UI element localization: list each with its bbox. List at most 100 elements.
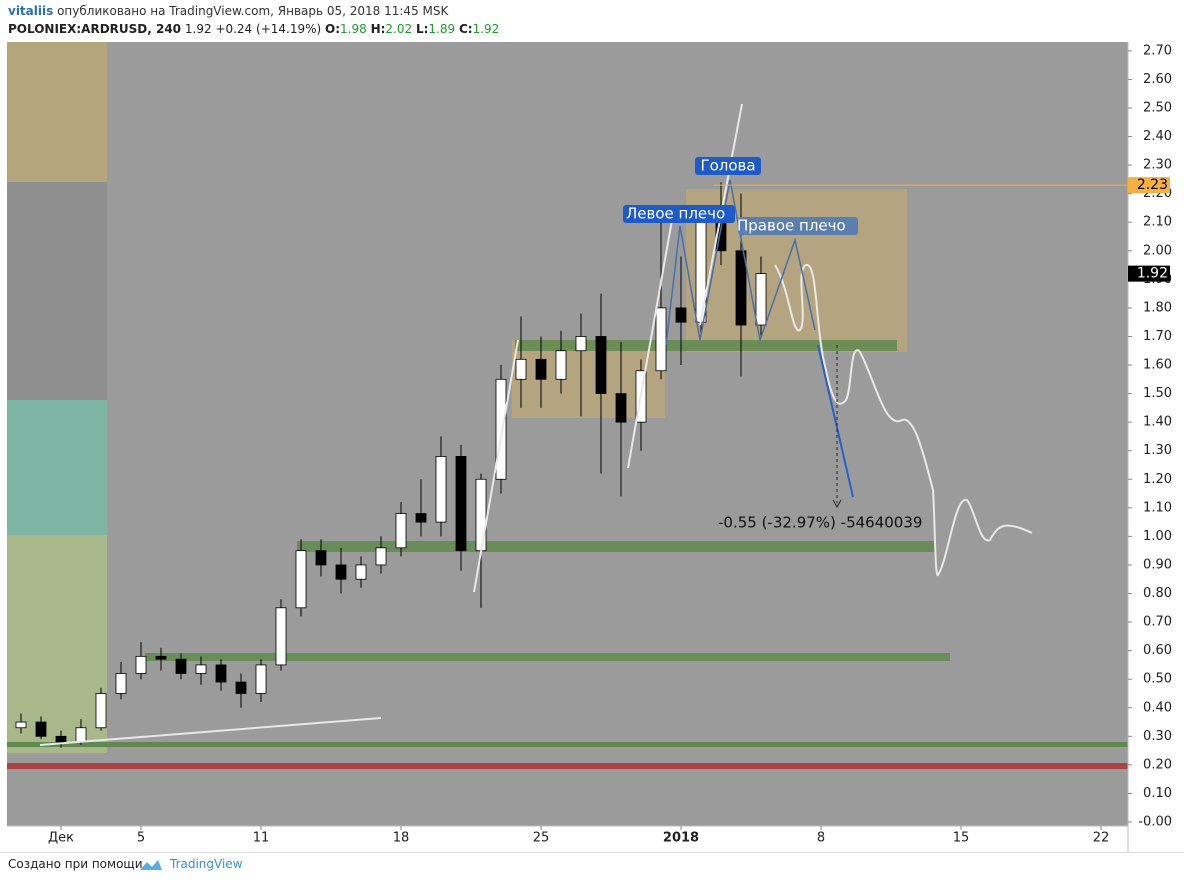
candle-body [455, 456, 467, 552]
candle-body [315, 550, 327, 566]
published: опубликовано на TradingView.com, Январь … [57, 4, 449, 18]
price-label: 1.92 [1137, 266, 1168, 282]
measure-arrow [832, 499, 842, 509]
y-tick-label: 0.90 [1143, 557, 1172, 572]
y-tick-label: 2.40 [1143, 129, 1172, 144]
label-box [623, 205, 735, 223]
y-tick-label: 2.00 [1143, 243, 1172, 258]
candle-body [395, 513, 407, 549]
x-tick-label: 8 [817, 831, 825, 846]
candle-body [135, 655, 147, 674]
price-label: 2.23 [1137, 177, 1168, 193]
candle-body [55, 735, 67, 743]
user[interactable]: vitaliis [8, 4, 54, 18]
support-zone [515, 340, 897, 351]
band [7, 400, 107, 535]
y-tick-label: 2.10 [1143, 215, 1172, 230]
candle-body [415, 513, 427, 523]
y-tick-label: 1.70 [1143, 329, 1172, 344]
head-shoulders [665, 179, 816, 346]
candle-body [755, 273, 767, 326]
candle-body [735, 250, 747, 326]
candle-body [15, 721, 27, 729]
y-tick-label: 2.70 [1143, 43, 1172, 58]
candle-body [75, 727, 87, 743]
candle-body [495, 378, 507, 480]
h: 2.02 [385, 22, 413, 36]
c: 1.92 [472, 22, 500, 36]
candle-body [275, 607, 287, 666]
support-zone [7, 742, 1128, 747]
candle-body [195, 664, 207, 674]
y-tick-label: -0.00 [1138, 815, 1172, 830]
candle-body [575, 336, 587, 352]
y-tick-label: 1.30 [1143, 443, 1172, 458]
x-tick-label: Дек [48, 831, 74, 846]
candle-body [115, 673, 127, 694]
candle-body [335, 564, 347, 580]
brand[interactable]: TradingView [170, 857, 243, 871]
y-tick-label: 1.10 [1143, 500, 1172, 515]
h-label: H: [370, 22, 386, 36]
left-shoulder-label: Левое плечо [626, 205, 725, 223]
change: +0.24 (+14.19%) [215, 22, 322, 36]
header-line-2: POLONIEX:ARDRUSD, 240 1.92 +0.24 (+14.19… [8, 22, 499, 36]
x-tick-label: 5 [137, 831, 145, 846]
y-tick-label: 0.70 [1143, 615, 1172, 630]
head-label: Голова [700, 157, 755, 175]
y-tick-label: 2.30 [1143, 158, 1172, 173]
o-label: O: [325, 22, 341, 36]
y-tick-label: 0.10 [1143, 786, 1172, 801]
o: 1.98 [340, 22, 367, 36]
x-tick-label: 18 [393, 831, 410, 846]
candle-body [155, 655, 167, 660]
candle-body [295, 550, 307, 609]
chart: Голова Левое плечо Правое плечо -0.55 (-… [7, 42, 1172, 852]
band [7, 182, 107, 400]
y-tick-label: 1.80 [1143, 300, 1172, 315]
candle-body [215, 664, 227, 683]
candle-body [555, 350, 567, 380]
support-zone [297, 541, 935, 552]
x-tick-label: 22 [1093, 831, 1110, 846]
band [7, 42, 107, 182]
l-label: L: [415, 22, 429, 36]
pattern-lines [665, 179, 854, 498]
candle-body [535, 358, 547, 380]
y-tick-label: 1.40 [1143, 415, 1172, 430]
label-box [738, 217, 858, 235]
drawings [39, 103, 1033, 746]
candle-body [235, 681, 247, 694]
candle-body [95, 693, 107, 729]
measure-label: -0.55 (-32.97%) -54640039 [718, 514, 922, 532]
y-tick-label: 2.50 [1143, 100, 1172, 115]
candle-body [515, 358, 527, 380]
band [7, 535, 107, 753]
price-label-box [1128, 177, 1170, 194]
candle-body [255, 664, 267, 694]
candle-body [175, 658, 187, 674]
footer: Создано при помощи TradingView [0, 852, 1184, 885]
y-tick-label: 0.30 [1143, 729, 1172, 744]
x-tick-label: 15 [953, 831, 970, 846]
candle-body [615, 393, 627, 423]
x-tick-label: 2018 [663, 831, 699, 846]
y-tick-label: 1.60 [1143, 358, 1172, 373]
trend-line [39, 717, 382, 746]
candle-body [355, 564, 367, 580]
candle-body [655, 307, 667, 372]
support-zone [145, 653, 950, 661]
candle-body [435, 456, 447, 523]
trend-line [473, 339, 519, 593]
y-tick-label: 1.50 [1143, 386, 1172, 401]
y-tick-label: 1.20 [1143, 472, 1172, 487]
plot-background [7, 42, 1128, 826]
footer-text: Создано при помощи [8, 857, 143, 871]
header-line-1: vitaliis опубликовано на TradingView.com… [8, 4, 448, 18]
right-shoulder-label: Правое плечо [737, 217, 846, 235]
last: 1.92 [184, 22, 212, 36]
y-tick-label: 0.80 [1143, 586, 1172, 601]
y-tick-label: 0.20 [1143, 757, 1172, 772]
candle-body [35, 721, 47, 737]
